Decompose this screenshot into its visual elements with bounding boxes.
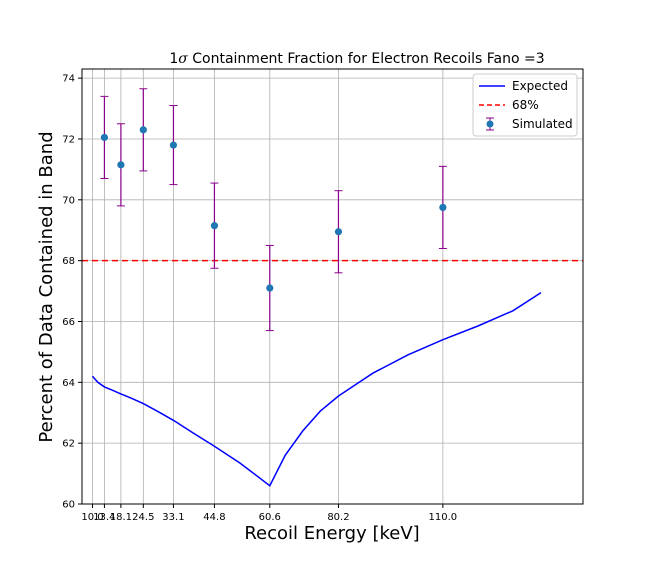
simulated-point	[210, 222, 219, 230]
simulated-point	[139, 126, 147, 134]
x-tick-label: 18.1	[110, 512, 132, 523]
x-tick-label: 13.4	[93, 512, 115, 523]
y-tick-label: 72	[62, 134, 75, 145]
legend-simulated-label: Simulated	[512, 117, 573, 131]
plot-frame	[81, 68, 584, 505]
simulated-point	[117, 161, 125, 169]
y-tick-label: 62	[62, 439, 75, 450]
x-tick-label: 110.0	[429, 512, 458, 523]
x-tick-label: 44.8	[203, 512, 225, 523]
x-tick-label: 10.0	[81, 512, 103, 523]
simulated-point	[266, 284, 274, 292]
simulated-point	[439, 203, 447, 212]
simulated-errorbar-layer	[100, 88, 447, 332]
y-tick-label: 70	[62, 195, 75, 206]
expected-line	[91, 291, 542, 487]
y-tick-label: 66	[62, 317, 75, 328]
legend-simulated-marker	[486, 120, 494, 128]
simulated-point	[169, 141, 178, 149]
y-axis-ticks: 60 62 64 66 68 70 72 74	[62, 74, 82, 511]
simulated-point	[100, 133, 109, 142]
y-tick-label: 64	[62, 378, 75, 389]
legend-expected-label: Expected	[512, 79, 568, 93]
y-axis-title: Percent of Data Contained in Band	[36, 131, 57, 442]
expected-line-layer	[91, 291, 542, 487]
y-tick-label: 74	[62, 74, 75, 85]
x-tick-label: 80.2	[327, 512, 349, 523]
x-tick-label: 24.5	[132, 512, 154, 523]
x-tick-label: 33.1	[162, 512, 184, 523]
x-axis-ticks: 10.013.418.1 24.5 33.1 44.8 60.6 80.2 110.0	[81, 504, 457, 523]
chart-title: 1σ Containment Fraction for Electron Rec…	[169, 51, 544, 67]
x-axis-title: Recoil Energy [keV]	[244, 523, 419, 544]
legend-box	[472, 73, 578, 137]
legend-68-label: 68%	[512, 98, 539, 112]
y-tick-label: 60	[62, 500, 75, 511]
y-tick-label: 68	[62, 256, 75, 267]
simulated-point	[334, 228, 343, 236]
x-tick-label: 60.6	[259, 512, 281, 523]
legend: Expected 68% Simulated	[472, 73, 578, 137]
